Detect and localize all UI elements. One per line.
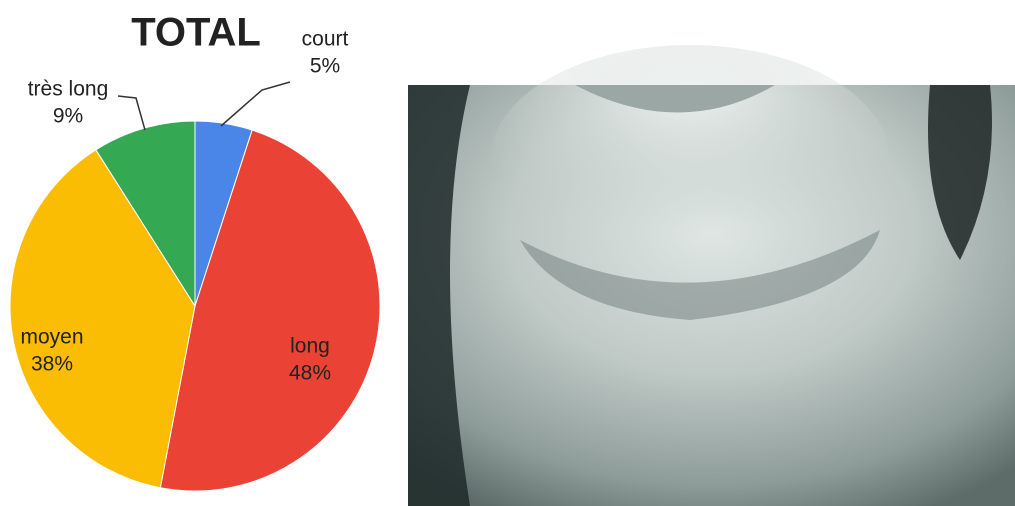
slice-value-label: 48% <box>289 362 331 385</box>
slice-value-label: 5% <box>310 55 340 78</box>
slice-label: moyen <box>20 326 83 349</box>
pie-slice <box>9 149 196 489</box>
slice-label: long <box>290 335 330 358</box>
pie-slice <box>95 120 196 308</box>
slice-label: très long <box>28 78 109 101</box>
chart-title: TOTAL <box>131 11 261 55</box>
slice-value-label: 9% <box>53 105 83 128</box>
slice-value-label: 38% <box>31 353 73 376</box>
slice-label: court <box>302 28 349 51</box>
leader-line <box>117 95 146 131</box>
leader-line <box>220 81 291 127</box>
photo <box>408 45 1015 506</box>
pie-slice <box>159 129 381 492</box>
